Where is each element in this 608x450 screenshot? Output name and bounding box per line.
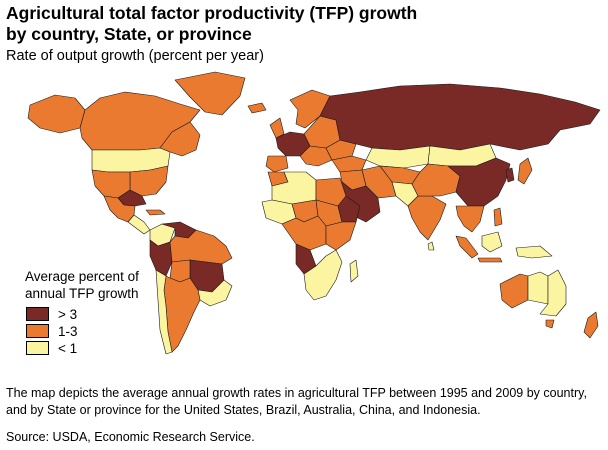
region-east-africa [325, 221, 357, 251]
legend-title: Average percent of annual TFP growth [25, 269, 139, 301]
chart-title: Agricultural total factor productivity (… [6, 3, 418, 44]
region-scandinavia [289, 89, 331, 129]
region-central-america [127, 214, 151, 235]
description: The map depicts the average annual growt… [6, 386, 587, 417]
region-greenland [174, 71, 246, 116]
region-india [407, 195, 447, 241]
region-iberia [265, 155, 289, 173]
region-ethiopia [337, 195, 361, 223]
region-new-guinea [515, 245, 553, 259]
region-china-west [411, 163, 461, 197]
region-sri-lanka [427, 241, 435, 251]
region-cuba [145, 209, 166, 216]
region-sumatra [455, 235, 479, 259]
region-uk [269, 117, 285, 139]
region-borneo [481, 231, 503, 253]
region-brazil-south [197, 279, 233, 307]
legend-swatch-high [26, 307, 49, 321]
region-ukraine [325, 139, 357, 161]
region-canada-east [159, 121, 201, 157]
region-china-east [447, 157, 511, 207]
region-new-zealand [583, 311, 599, 339]
legend-item-low: < 1 [26, 340, 77, 356]
region-philippines [493, 207, 503, 227]
region-australia-west [499, 273, 529, 309]
region-korea [505, 167, 515, 183]
region-southern-africa [303, 249, 343, 301]
region-tasmania [545, 319, 555, 329]
legend-label-low: < 1 [58, 340, 78, 356]
legend-swatch-medium [26, 324, 49, 338]
region-alaska [27, 94, 86, 134]
region-australia-east [539, 269, 567, 317]
region-turkey [331, 155, 367, 173]
region-iceland [247, 102, 267, 114]
source-note: Source: USDA, Economic Research Service. [6, 430, 255, 444]
region-madagascar [349, 259, 359, 283]
region-southeast-asia [455, 205, 485, 233]
legend-item-medium: 1-3 [26, 323, 78, 339]
region-java [477, 257, 503, 263]
legend-swatch-low [26, 341, 49, 355]
region-kazakhstan [365, 145, 431, 169]
legend-label-high: > 3 [58, 306, 78, 322]
region-chile [155, 269, 173, 355]
legend-item-high: > 3 [26, 306, 77, 322]
world-map [27, 71, 601, 355]
legend-label-medium: 1-3 [58, 323, 78, 339]
region-peru [149, 239, 173, 277]
chart-subtitle: Rate of output growth (percent per year) [6, 48, 264, 64]
region-australia-central [527, 271, 549, 305]
region-russia [319, 83, 601, 151]
region-japan [517, 157, 533, 185]
